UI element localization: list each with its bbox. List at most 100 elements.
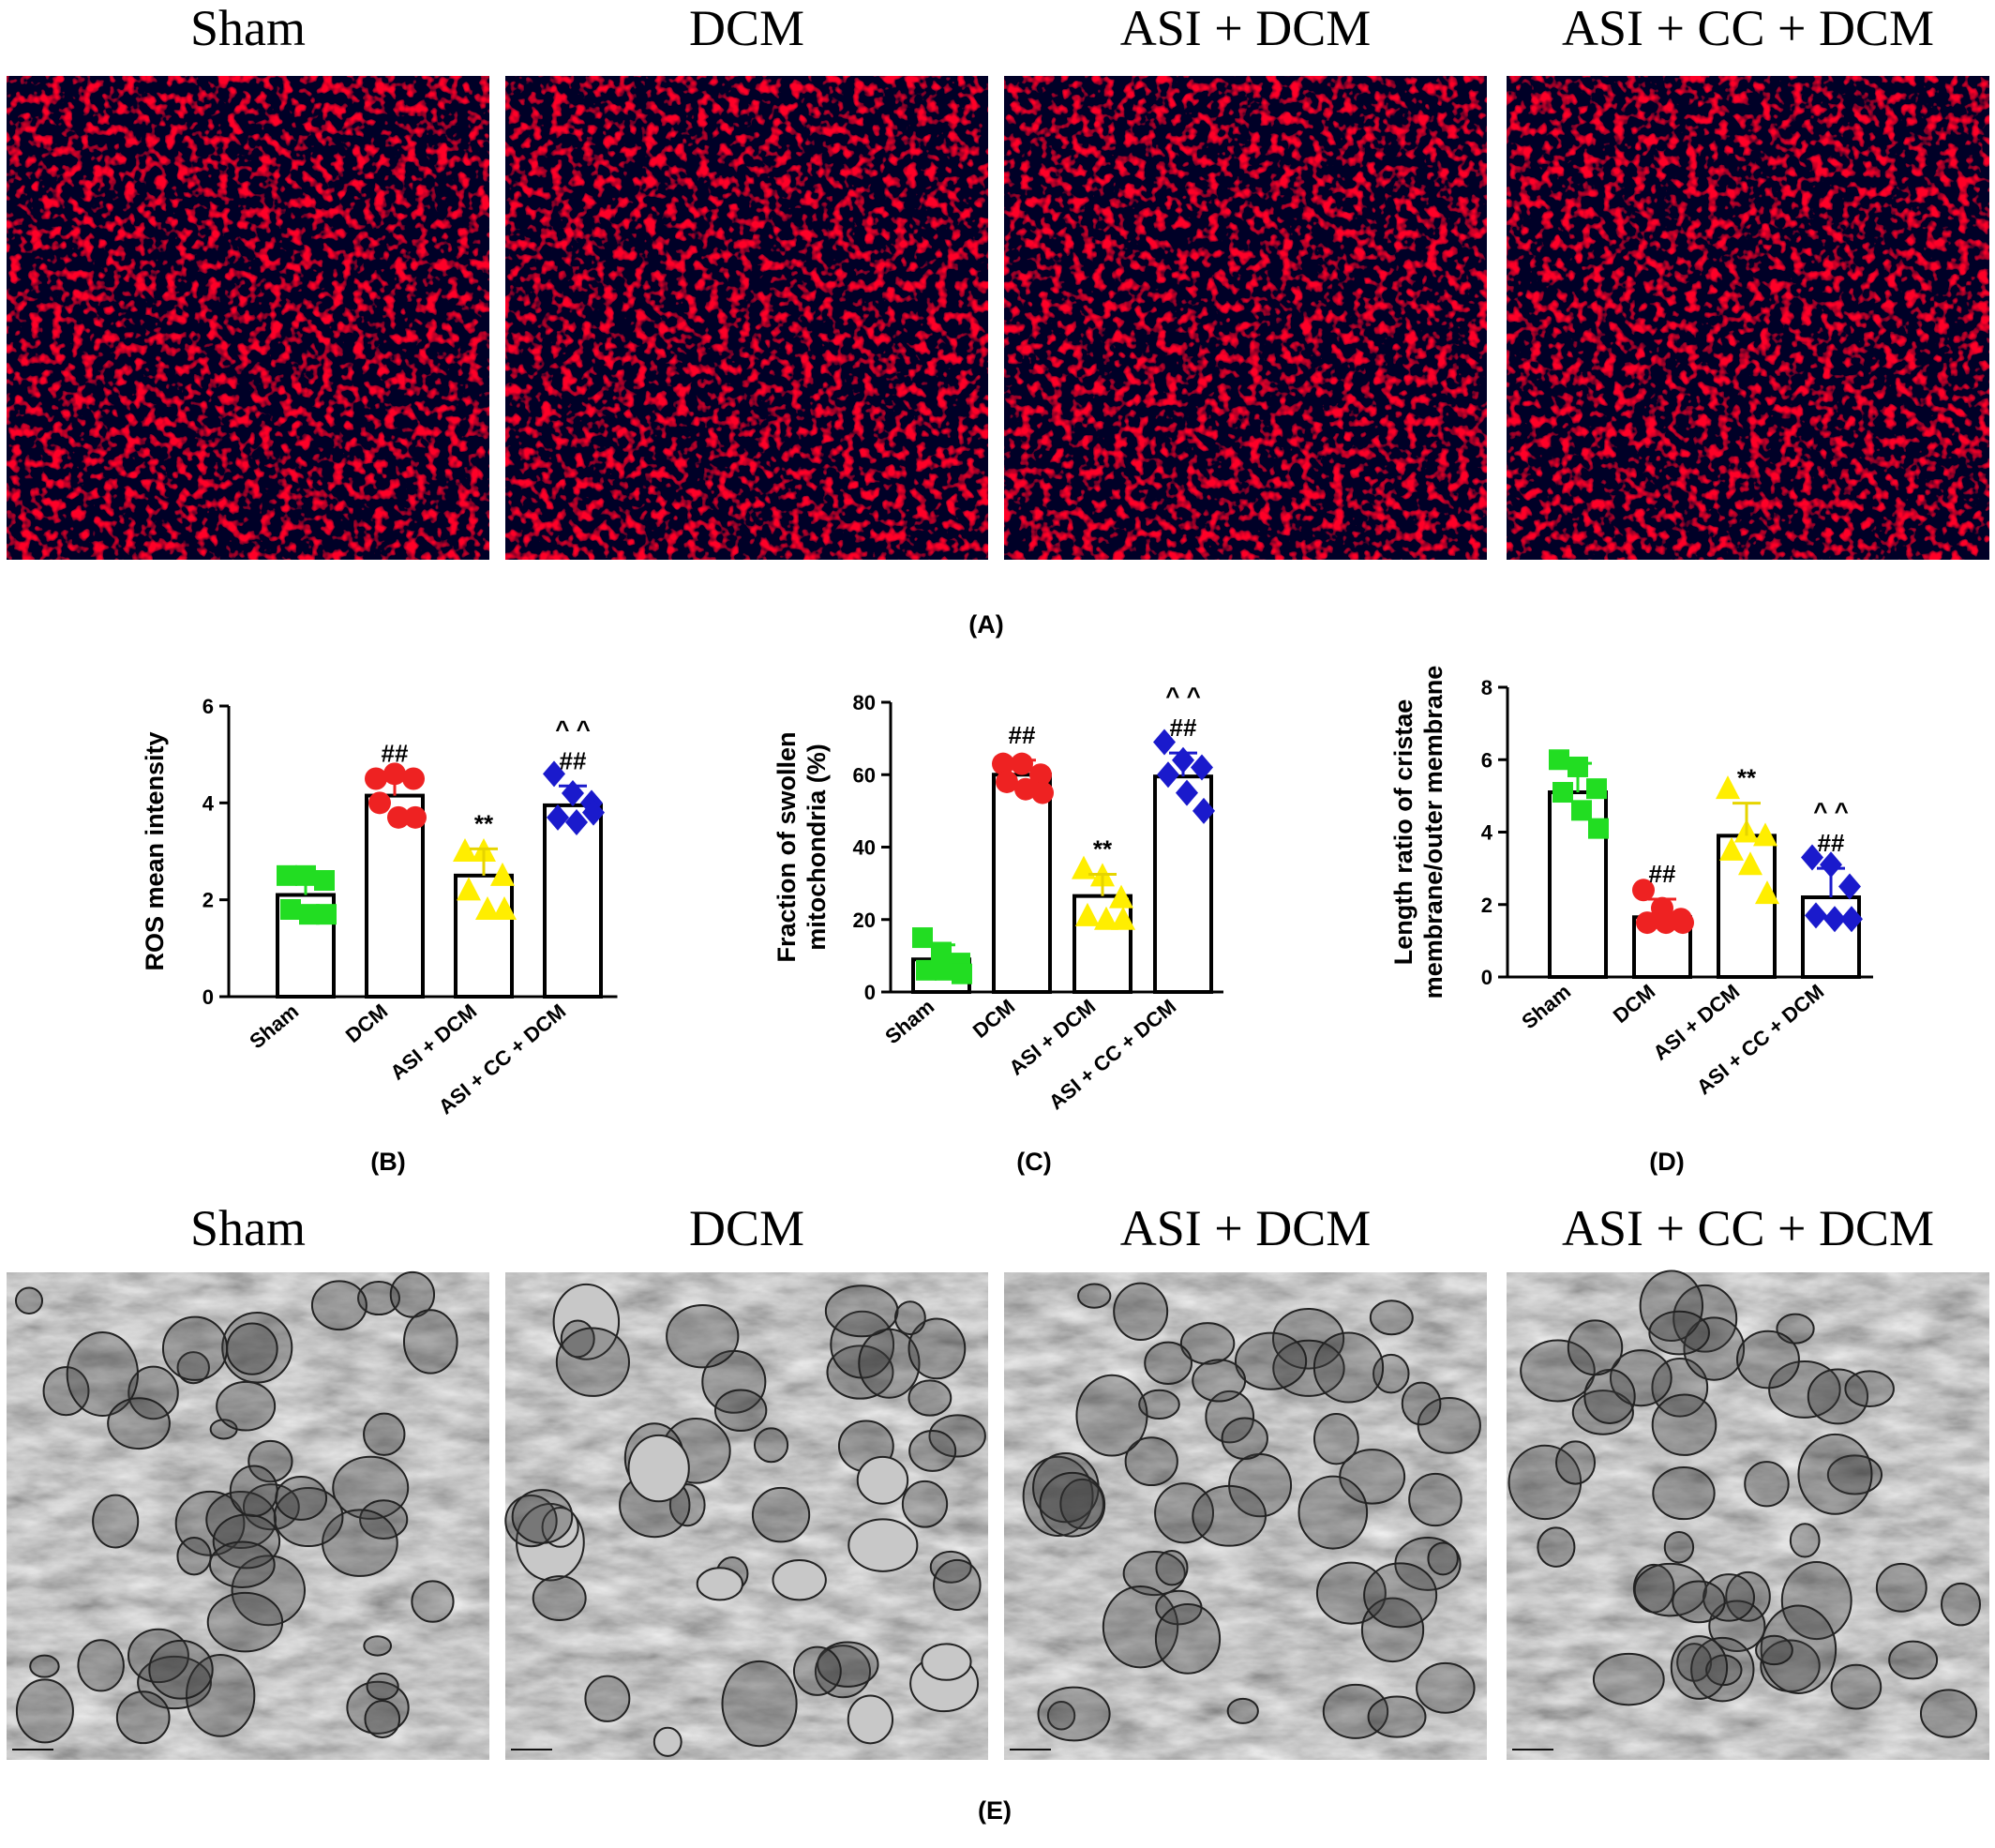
mitochondrion [1888, 1640, 1939, 1680]
mitochondrion [1363, 1562, 1438, 1629]
y-tick-label: 8 [1481, 676, 1492, 699]
mitochondrion [560, 1319, 595, 1359]
data-point [1823, 906, 1846, 933]
mitochondrion [1046, 1701, 1076, 1731]
error-bar [470, 847, 498, 876]
mitochondrion [1520, 1339, 1596, 1403]
significance-mark: ## [560, 746, 587, 774]
significance-mark: ## [1170, 714, 1197, 742]
data-point [299, 904, 320, 925]
data-point [1820, 851, 1842, 879]
data-point [1632, 879, 1655, 902]
mitochondrion [928, 1414, 986, 1458]
data-point [1075, 902, 1100, 926]
mitochondrion [1124, 1436, 1178, 1487]
mitochondrion [1919, 1689, 1978, 1738]
mitochondrion [161, 1315, 229, 1381]
panel-label: DCM [689, 0, 804, 56]
mitochondrion [1369, 1300, 1414, 1336]
mitochondrion [176, 1537, 212, 1576]
mitochondrion [1736, 1330, 1800, 1390]
mitochondrion [363, 1635, 393, 1657]
mitochondrion [364, 1699, 401, 1739]
mitochondrion [1077, 1283, 1112, 1309]
mitochondrion [921, 1643, 972, 1681]
mitochondrion [933, 1558, 982, 1611]
data-point [1840, 906, 1863, 933]
mitochondrion [359, 1499, 409, 1540]
fluorescence-image [7, 76, 489, 560]
panel-caption: (D) [1649, 1148, 1684, 1176]
fluorescence-image [1004, 76, 1487, 560]
data-point [457, 877, 481, 901]
mitochondrion [856, 1455, 909, 1505]
error-bar [1648, 897, 1676, 918]
mitochondrion [1312, 1412, 1359, 1465]
y-axis-label: membrane/outer membrane [1419, 666, 1448, 999]
data-point [1655, 911, 1677, 935]
mitochondrion [824, 1285, 899, 1338]
x-tick-label: DCM [968, 995, 1019, 1043]
mitochondrion [115, 1690, 171, 1745]
mitochondrion [1768, 1360, 1841, 1419]
mitochondrion [584, 1675, 631, 1722]
significance-mark: ^ ^ [555, 714, 591, 743]
mitochondrion [248, 1439, 293, 1483]
data-point [1031, 781, 1054, 804]
mitochondrion [1537, 1526, 1576, 1568]
data-point [1571, 800, 1592, 821]
mitochondrion [148, 1639, 214, 1700]
bar [1153, 774, 1213, 995]
mitochondrion [92, 1494, 140, 1549]
data-point [404, 805, 427, 829]
mitochondrion [128, 1628, 189, 1684]
mitochondrion [1416, 1661, 1476, 1714]
fluorescence-image [505, 76, 988, 560]
data-point [490, 862, 515, 886]
data-point [1672, 911, 1694, 935]
y-tick-label: 80 [853, 691, 876, 714]
panel-caption: (C) [1016, 1148, 1051, 1176]
mitochondrion [1652, 1466, 1716, 1521]
mitochondrion [1417, 1396, 1481, 1454]
mitochondrion [402, 1309, 458, 1375]
mitochondrion [1367, 1695, 1427, 1738]
error-bar [1169, 751, 1197, 777]
mitochondrion [1192, 1359, 1247, 1403]
data-point [1157, 761, 1179, 789]
mitochondrion [1075, 1374, 1148, 1457]
mitochondrion [389, 1270, 436, 1318]
bar [365, 793, 425, 999]
mitochondrion [1789, 1523, 1821, 1558]
y-tick-label: 0 [202, 985, 214, 1009]
data-point [1109, 884, 1133, 909]
mitochondrion [1760, 1604, 1838, 1694]
error-bar [1008, 759, 1036, 775]
data-point [547, 804, 569, 831]
mitochondrion [226, 1322, 278, 1375]
data-point [1552, 782, 1573, 804]
mitochondrion [1315, 1561, 1387, 1625]
data-point [1755, 880, 1779, 905]
mitochondrion [1609, 1349, 1672, 1407]
panel-label: DCM [689, 1200, 804, 1256]
mitochondrion [366, 1672, 399, 1701]
significance-mark: ## [1009, 721, 1036, 749]
y-tick-label: 2 [1481, 894, 1492, 917]
y-tick-label: 4 [1481, 821, 1493, 845]
mitochondrion [1298, 1475, 1369, 1550]
data-point [1176, 779, 1198, 806]
mitochondrion [1940, 1582, 1982, 1627]
mitochondrion [1567, 1319, 1624, 1376]
mitochondrion [1022, 1455, 1094, 1537]
data-point [1719, 836, 1744, 861]
data-point [916, 959, 937, 981]
data-point [1805, 902, 1827, 929]
em-organelles [1508, 1270, 1982, 1738]
mitochondrion [1102, 1585, 1179, 1669]
panel-caption: (E) [978, 1796, 1012, 1825]
data-point [1191, 754, 1213, 781]
mitochondrion [532, 1575, 587, 1621]
